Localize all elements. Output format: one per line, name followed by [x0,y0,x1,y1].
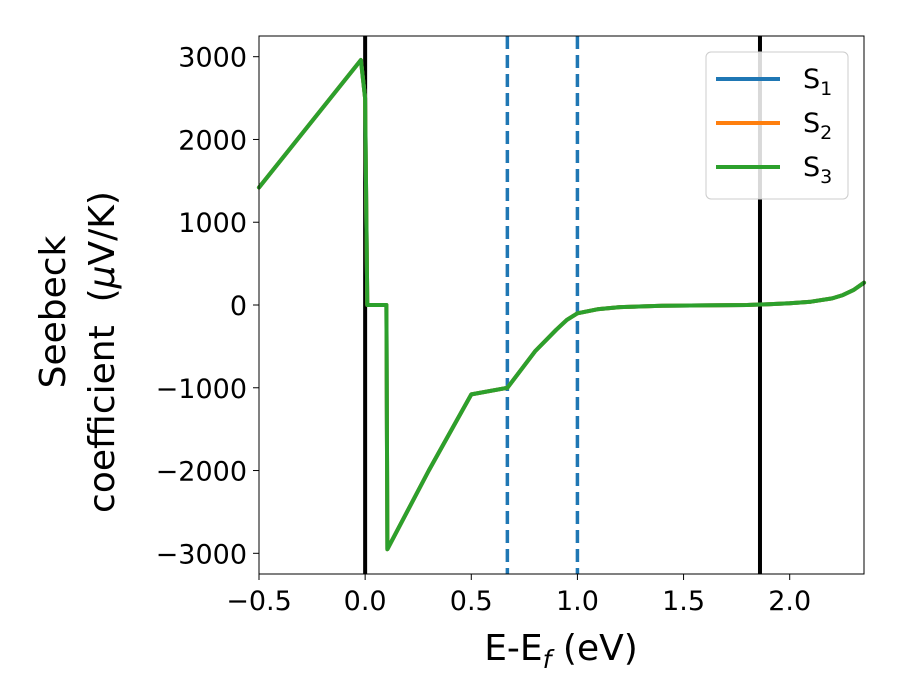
y-axis: 3000 2000 1000 0 −1000 −2000 −3000 [156,43,259,570]
series-lines [257,58,866,552]
y-axis-label-text: coefficient ( [82,288,123,513]
legend-box [705,51,849,200]
y-tick-label: −2000 [156,457,247,488]
x-tick-label: 2.0 [768,586,811,617]
x-tick-label: 1.5 [662,586,705,617]
y-axis-label-unit: V/K) [82,191,123,265]
x-tick-label: 0.5 [450,586,493,617]
x-axis: −0.5 0.0 0.5 1.0 1.5 2.0 [226,574,811,617]
x-tick-label: 0.0 [344,586,387,617]
x-axis-label-unit: (eV) [551,628,637,669]
legend-label-S3: S3 [803,152,832,188]
y-axis-label-mu: μ [82,265,123,289]
series-line-S3 [257,58,866,552]
x-axis-label-main: E-E [484,628,542,669]
x-tick-label: 1.0 [556,586,599,617]
y-tick-label: 0 [230,291,247,322]
x-tick-label: −0.5 [226,586,292,617]
y-tick-label: −3000 [156,539,247,570]
y-tick-label: −1000 [156,374,247,405]
y-axis-label-line2: coefficient (μV/K) [82,191,123,513]
legend-label-S2: S2 [803,108,832,144]
x-axis-label: E-Ef (eV) [484,628,638,674]
y-tick-label: 3000 [178,43,247,74]
y-tick-label: 2000 [178,125,247,156]
y-axis-label-line1: Seebeck [33,235,74,388]
legend-label-S1: S1 [803,64,832,100]
legend: S1 S2 S3 [705,51,849,200]
y-tick-label: 1000 [178,208,247,239]
